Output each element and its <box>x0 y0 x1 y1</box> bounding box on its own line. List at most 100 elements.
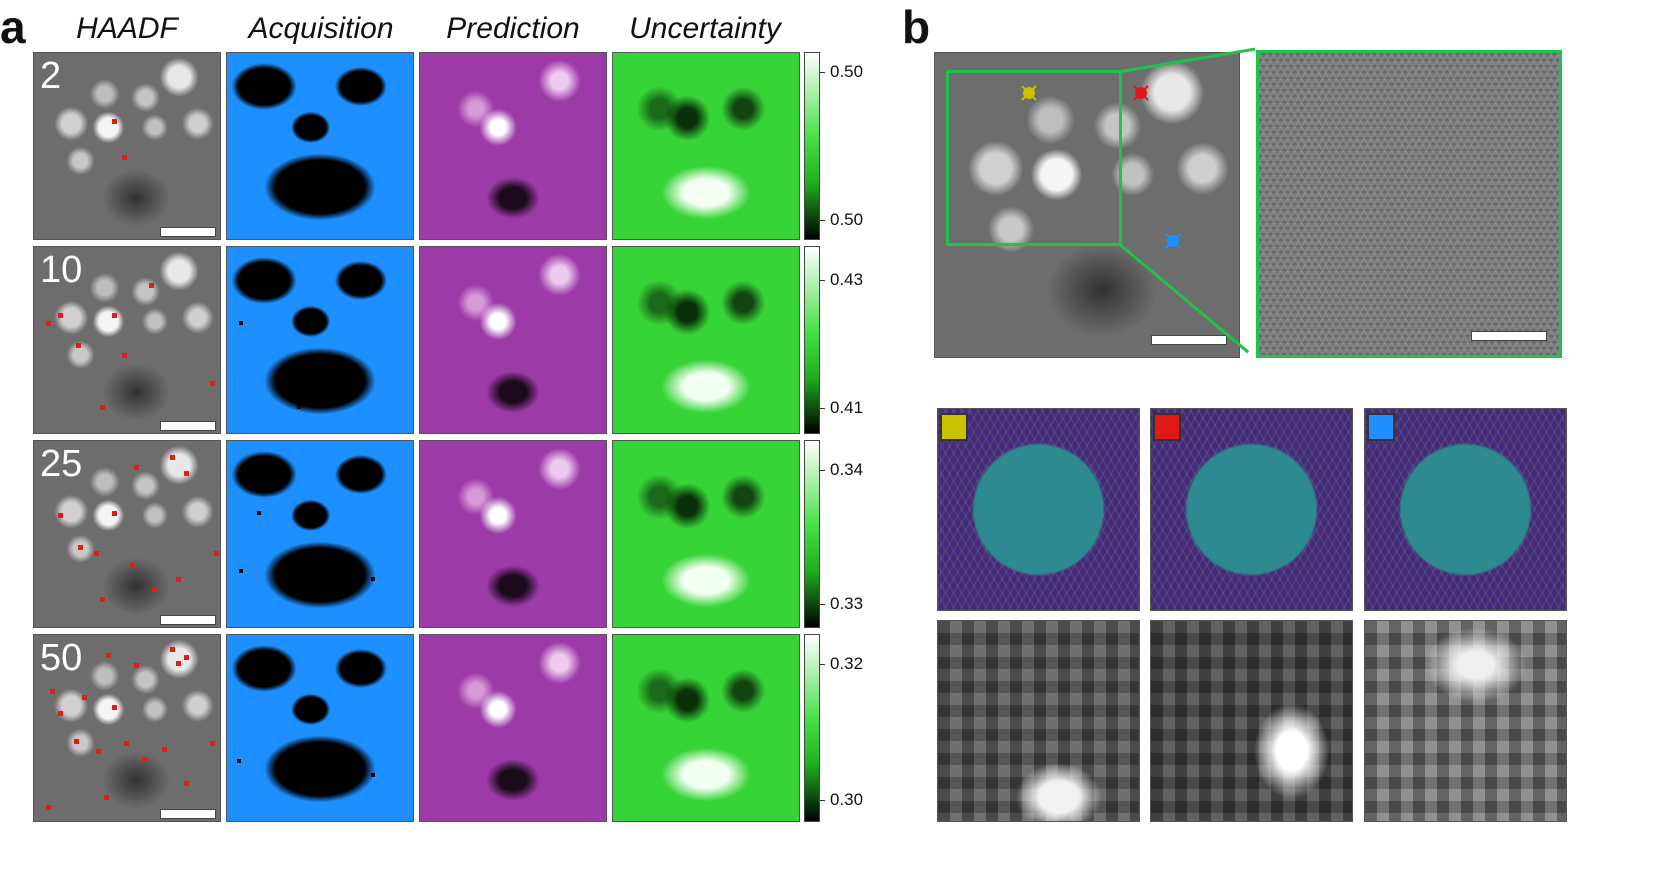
scale-bar <box>160 227 216 237</box>
sample-point <box>371 773 375 777</box>
prediction-map-row-4 <box>419 634 607 822</box>
sample-point <box>122 353 127 358</box>
sample-point <box>76 343 81 348</box>
sample-point <box>319 743 323 747</box>
colorbar-min-label-row-3: 0.33 <box>830 594 864 613</box>
diffraction-pattern-red <box>1150 408 1353 611</box>
colorbar-tick <box>820 280 825 281</box>
sample-point <box>184 655 189 660</box>
colorbar-max-label-row-1: 0.50 <box>830 62 864 81</box>
uncertainty-map-row-3 <box>612 440 800 628</box>
sample-point <box>112 511 117 516</box>
uncertainty-map-row-1 <box>612 52 800 240</box>
colorbar-min-label-row-2: 0.41 <box>830 398 864 417</box>
sample-point <box>170 647 175 652</box>
overview-haadf-image <box>934 52 1240 358</box>
haadf-image-row-2: 10 <box>33 246 221 434</box>
haadf-image-row-1: 2 <box>33 52 221 240</box>
sample-point <box>82 695 87 700</box>
acquisition-map-row-3 <box>226 440 414 628</box>
colorbar-tick <box>820 604 825 605</box>
uncertainty-map-row-2 <box>612 246 800 434</box>
sample-point <box>134 663 139 668</box>
colorbar-tick <box>820 220 825 221</box>
uncertainty-colorbar-row-4 <box>804 634 820 822</box>
sample-point <box>100 405 105 410</box>
sample-point <box>170 455 175 460</box>
prediction-map-row-3 <box>419 440 607 628</box>
scale-bar <box>1151 335 1227 345</box>
color-swatch-red <box>1153 413 1181 441</box>
sample-point <box>100 597 105 602</box>
scale-bar <box>1471 331 1547 341</box>
sample-point <box>210 741 215 746</box>
colorbar-tick <box>820 408 825 409</box>
sample-point <box>58 313 63 318</box>
sample-point <box>46 321 51 326</box>
diffraction-pattern-blue <box>1364 408 1567 611</box>
sample-point <box>130 563 135 568</box>
sample-point <box>176 577 181 582</box>
prediction-map-row-1 <box>419 52 607 240</box>
step-label-row-3: 25 <box>40 443 83 485</box>
colorbar-max-label-row-3: 0.34 <box>830 460 864 479</box>
sample-point <box>371 577 375 581</box>
acquisition-map-row-2 <box>226 246 414 434</box>
colorbar-tick <box>820 470 825 471</box>
uncertainty-colorbar-row-2 <box>804 246 820 434</box>
sample-point <box>124 741 129 746</box>
scale-bar <box>160 421 216 431</box>
panel-b-letter: b <box>902 1 931 53</box>
acquisition-map-row-1 <box>226 52 414 240</box>
column-header-uncertainty: Uncertainty <box>629 12 781 45</box>
sample-point <box>122 155 127 160</box>
sample-point <box>267 265 271 269</box>
colorbar-max-label-row-4: 0.32 <box>830 654 864 673</box>
colorbar-min-label-row-1: 0.50 <box>830 210 864 229</box>
colorbar-tick <box>820 800 825 801</box>
probe-marker-blue <box>1167 235 1179 247</box>
sample-point <box>112 119 117 124</box>
sample-point <box>176 661 181 666</box>
local-haadf-patch-yellow <box>937 620 1140 822</box>
probe-marker-yellow <box>1023 87 1035 99</box>
scale-bar <box>160 809 216 819</box>
haadf-image-row-3: 25 <box>33 440 221 628</box>
column-header-prediction: Prediction <box>446 12 580 45</box>
step-label-row-4: 50 <box>40 637 83 679</box>
sample-point <box>94 551 99 556</box>
column-header-haadf: HAADF <box>76 12 178 45</box>
column-header-acquisition: Acquisition <box>248 12 394 45</box>
uncertainty-colorbar-row-1 <box>804 52 820 240</box>
sample-point <box>78 545 83 550</box>
local-haadf-patch-red <box>1150 620 1353 822</box>
color-swatch-yellow <box>940 413 968 441</box>
color-swatch-blue <box>1367 413 1395 441</box>
haadf-image-row-4: 50 <box>33 634 221 822</box>
sample-point <box>297 405 301 409</box>
zoomed-lattice-image <box>1256 50 1562 358</box>
sample-point <box>184 471 189 476</box>
sample-point <box>152 587 157 592</box>
sample-point <box>104 795 109 800</box>
scale-bar <box>160 615 216 625</box>
uncertainty-map-row-4 <box>612 634 800 822</box>
sample-point <box>112 705 117 710</box>
sample-point <box>58 513 63 518</box>
colorbar-min-label-row-4: 0.30 <box>830 790 864 809</box>
diffraction-pattern-yellow <box>937 408 1140 611</box>
prediction-map-row-2 <box>419 246 607 434</box>
uncertainty-colorbar-row-3 <box>804 440 820 628</box>
colorbar-max-label-row-2: 0.43 <box>830 270 864 289</box>
sample-point <box>184 781 189 786</box>
probe-marker-red <box>1135 87 1147 99</box>
sample-point <box>214 551 219 556</box>
step-label-row-2: 10 <box>40 249 83 291</box>
sample-point <box>142 757 147 762</box>
sample-point <box>239 321 243 325</box>
sample-point <box>96 749 101 754</box>
sample-point <box>46 805 51 810</box>
sample-point <box>50 689 55 694</box>
sample-point <box>257 511 261 515</box>
sample-point <box>58 711 63 716</box>
